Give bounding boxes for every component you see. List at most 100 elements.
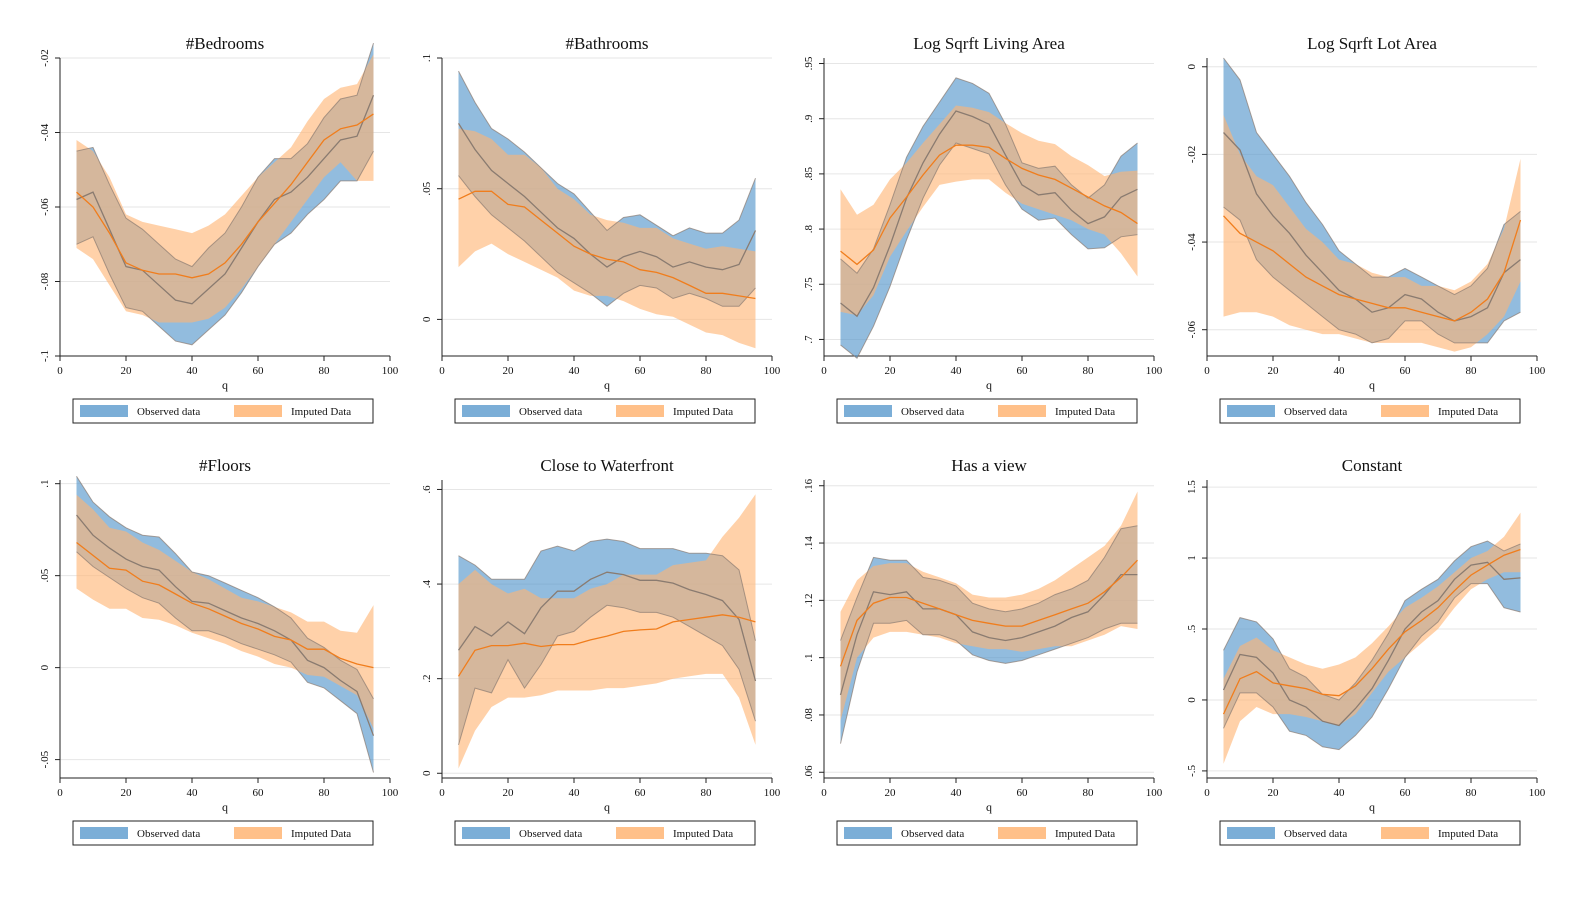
y-tick-label: .1 xyxy=(421,54,433,62)
x-tick-label: 40 xyxy=(1334,365,1346,377)
legend-label-imputed: Imputed Data xyxy=(673,406,733,418)
y-tick-label: .4 xyxy=(421,579,433,588)
legend-swatch-imputed xyxy=(234,405,282,417)
legend-swatch-observed xyxy=(462,827,510,839)
chart-panel: Log Sqrft Living Area .7 .75 .8 .85 .9 .95 0 20 4… xyxy=(803,34,1163,424)
legend-swatch-observed xyxy=(80,827,128,839)
observed-bound-line xyxy=(840,619,1138,744)
x-tick-label: 80 xyxy=(1083,787,1095,799)
y-tick-label: .14 xyxy=(803,536,815,550)
x-tick-label: 20 xyxy=(121,787,133,799)
imputed-mean-line xyxy=(839,559,1138,667)
y-tick-label: -.06 xyxy=(1186,321,1198,339)
legend-label-imputed: Imputed Data xyxy=(673,828,733,840)
chart-panel: Close to Waterfront 0 .2 .4 .6 0 20 40 60 80 100 q O… xyxy=(421,456,781,846)
x-tick-label: 0 xyxy=(57,787,63,799)
x-tick-label: 60 xyxy=(635,787,647,799)
x-tick-label: 80 xyxy=(1083,365,1095,377)
observed-bound-line xyxy=(840,77,1138,274)
chart-title: #Floors xyxy=(199,456,251,475)
observed-mean-line xyxy=(75,514,375,736)
x-tick-label: 100 xyxy=(1146,787,1163,799)
chart-title: #Bathrooms xyxy=(565,34,648,53)
x-tick-label: 20 xyxy=(885,787,897,799)
y-tick-label: 0 xyxy=(1186,697,1198,703)
legend-swatch-imputed xyxy=(616,827,664,839)
y-tick-label: .1 xyxy=(39,480,51,488)
x-tick-label: 40 xyxy=(1334,787,1346,799)
y-tick-label: .6 xyxy=(421,485,433,494)
observed-bound-line xyxy=(458,70,756,237)
observed-mean-line xyxy=(840,110,1138,318)
x-tick-label: 0 xyxy=(57,365,63,377)
y-tick-label: .9 xyxy=(803,114,815,123)
legend-label-observed: Observed data xyxy=(137,406,200,418)
legend-swatch-imputed xyxy=(616,405,664,417)
observed-mean-line xyxy=(457,123,757,271)
x-axis-label: q xyxy=(222,800,228,814)
observed-bound-line xyxy=(458,538,756,641)
chart-panel: #Bathrooms 0 .05 .1 0 20 40 60 80 100 q Observed da… xyxy=(421,34,781,424)
x-tick-label: 0 xyxy=(439,365,445,377)
y-tick-label: .75 xyxy=(803,277,815,291)
legend-label-observed: Observed data xyxy=(901,406,964,418)
x-tick-label: 100 xyxy=(382,365,399,377)
x-tick-label: 20 xyxy=(1268,365,1280,377)
observed-bound-line xyxy=(458,175,756,307)
y-tick-label: -.06 xyxy=(39,198,51,216)
legend-label-observed: Observed data xyxy=(519,406,582,418)
chart-title: Log Sqrft Living Area xyxy=(913,34,1065,53)
chart-title: Close to Waterfront xyxy=(540,456,674,475)
x-axis-label: q xyxy=(1369,800,1375,814)
x-tick-label: 100 xyxy=(1529,365,1546,377)
legend-label-observed: Observed data xyxy=(1284,828,1347,840)
x-tick-label: 60 xyxy=(1017,787,1029,799)
y-tick-label: 1 xyxy=(1186,555,1198,561)
legend-swatch-imputed xyxy=(1381,827,1429,839)
imputed-band xyxy=(1223,115,1521,352)
legend-swatch-imputed xyxy=(998,405,1046,417)
imputed-mean-line xyxy=(458,190,756,300)
y-tick-label: .5 xyxy=(1186,624,1198,633)
x-tick-label: 80 xyxy=(701,787,713,799)
observed-bound-line xyxy=(76,551,374,773)
legend-swatch-imputed xyxy=(234,827,282,839)
y-tick-label: .1 xyxy=(803,654,815,662)
x-axis-label: q xyxy=(986,378,992,392)
imputed-band xyxy=(76,494,374,729)
imputed-band xyxy=(840,105,1138,316)
y-tick-label: .12 xyxy=(803,593,815,607)
chart-title: #Bedrooms xyxy=(186,34,264,53)
observed-bound-line xyxy=(840,142,1138,359)
y-tick-label: -.08 xyxy=(39,272,51,290)
y-tick-label: .05 xyxy=(39,568,51,582)
x-tick-label: 20 xyxy=(121,365,133,377)
x-tick-label: 0 xyxy=(1204,787,1210,799)
legend-label-imputed: Imputed Data xyxy=(1438,828,1498,840)
legend-label-observed: Observed data xyxy=(137,828,200,840)
y-tick-label: .06 xyxy=(803,765,815,779)
chart-title: Log Sqrft Lot Area xyxy=(1307,34,1437,53)
y-tick-label: .7 xyxy=(803,335,815,344)
y-tick-label: -.02 xyxy=(39,49,51,66)
observed-band xyxy=(840,77,1138,359)
y-tick-label: -.02 xyxy=(1186,146,1198,163)
legend-swatch-observed xyxy=(80,405,128,417)
legend-swatch-observed xyxy=(1227,827,1275,839)
observed-bound-line xyxy=(1223,206,1521,344)
y-tick-label: 1.5 xyxy=(1186,480,1198,494)
y-tick-label: -.1 xyxy=(39,350,51,362)
y-tick-label: .2 xyxy=(421,675,433,683)
x-tick-label: 80 xyxy=(1466,787,1478,799)
x-tick-label: 20 xyxy=(885,365,897,377)
observed-bound-line xyxy=(76,150,374,346)
x-tick-label: 20 xyxy=(503,365,515,377)
chart-title: Constant xyxy=(1342,456,1403,475)
legend-label-imputed: Imputed Data xyxy=(1438,406,1498,418)
x-tick-label: 0 xyxy=(821,365,827,377)
imputed-mean-line xyxy=(457,614,756,677)
x-tick-label: 100 xyxy=(764,365,781,377)
chart-title: Has a view xyxy=(951,456,1027,475)
legend-label-imputed: Imputed Data xyxy=(1055,406,1115,418)
